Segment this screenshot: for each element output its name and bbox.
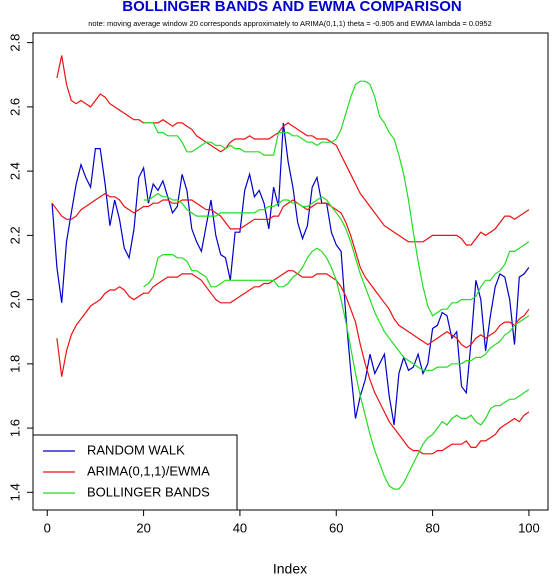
legend-label: BOLLINGER BANDS	[87, 484, 210, 499]
y-tick-label: 2.2	[7, 226, 22, 244]
series-line	[143, 192, 530, 371]
series-line	[143, 247, 530, 490]
x-axis-label: Index	[273, 561, 307, 577]
y-tick-label: 2.0	[7, 291, 22, 309]
x-tick-label: 20	[136, 520, 150, 535]
chart-title: BOLLINGER BANDS AND EWMA COMPARISON	[122, 0, 461, 15]
y-tick-label: 2.8	[7, 34, 22, 52]
series-line	[143, 80, 530, 317]
x-tick-label: 80	[425, 520, 439, 535]
y-tick-label: 1.6	[7, 419, 22, 437]
y-tick-label: 2.6	[7, 98, 22, 116]
y-tick-label: 2.4	[7, 162, 22, 180]
y-tick-label: 1.8	[7, 355, 22, 373]
plot-frame	[32, 32, 549, 511]
legend-label: RANDOM WALK	[87, 442, 185, 457]
series-line	[56, 270, 530, 455]
series-line	[56, 55, 530, 246]
x-tick-label: 0	[44, 520, 51, 535]
chart-note: note: moving average window 20 correspon…	[88, 19, 492, 28]
x-tick-label: 40	[233, 520, 247, 535]
legend-label: ARIMA(0,1,1)/EWMA	[87, 463, 210, 478]
y-tick-label: 1.4	[7, 483, 22, 501]
series-line	[51, 122, 530, 426]
x-tick-label: 60	[329, 520, 343, 535]
x-tick-label: 100	[518, 520, 540, 535]
